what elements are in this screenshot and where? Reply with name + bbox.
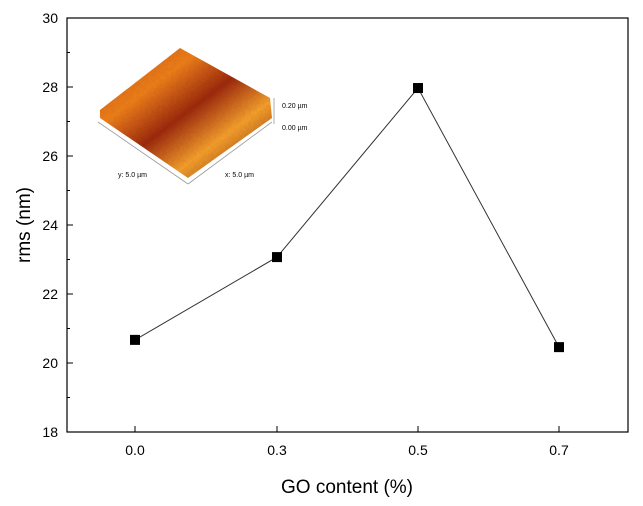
afm-surface bbox=[100, 48, 272, 178]
x-tick-label: 0.7 bbox=[549, 442, 569, 458]
inset-x-axis: x: 5.0 µm bbox=[225, 172, 254, 179]
x-axis-label: GO content (%) bbox=[281, 477, 413, 498]
data-point bbox=[554, 342, 564, 353]
x-tick-label: 0.0 bbox=[125, 442, 145, 458]
series-line bbox=[134, 87, 560, 348]
x-tick-label: 0.3 bbox=[267, 442, 287, 458]
data-point bbox=[272, 252, 282, 263]
afm-inset: 0.20 µm 0.00 µm y: 5.0 µm x: 5.0 µm bbox=[97, 48, 308, 185]
y-tick-label: 26 bbox=[42, 148, 58, 164]
data-point bbox=[413, 83, 423, 94]
y-tick-label: 18 bbox=[42, 424, 58, 440]
y-tick-label: 24 bbox=[42, 217, 58, 233]
inset-y-axis: y: 5.0 µm bbox=[118, 172, 147, 179]
y-tick-label: 28 bbox=[42, 79, 58, 95]
inset-z-top: 0.20 µm bbox=[282, 103, 308, 110]
y-axis-label: rms (nm) bbox=[14, 187, 35, 263]
data-point bbox=[130, 334, 140, 345]
x-tick-label: 0.5 bbox=[408, 442, 428, 458]
y-tick-label: 20 bbox=[42, 355, 58, 371]
y-tick-label: 30 bbox=[42, 10, 58, 26]
inset-z-bottom: 0.00 µm bbox=[282, 125, 308, 132]
y-tick-label: 22 bbox=[42, 286, 58, 302]
